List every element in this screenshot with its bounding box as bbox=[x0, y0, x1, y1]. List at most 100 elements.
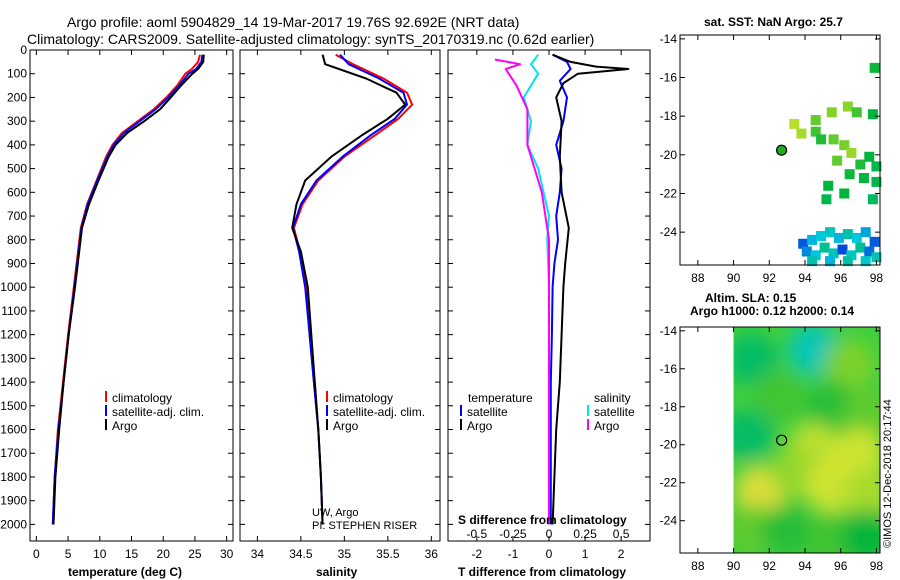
x-tick-label: 98 bbox=[870, 271, 884, 285]
y-tick-label: 1700 bbox=[0, 446, 27, 460]
y-tick-label: 500 bbox=[7, 162, 27, 176]
sst-cell bbox=[816, 134, 827, 145]
legend-swatch-satellite bbox=[326, 405, 328, 416]
sla-blob bbox=[761, 504, 814, 553]
sst-cell bbox=[851, 107, 862, 118]
y-tick-label: -18 bbox=[660, 400, 678, 414]
sla-map-panel: 88 90 92 94 96 98 -14 -16 -18 -20 -22 -24 bbox=[660, 324, 884, 573]
y-tick-label: -24 bbox=[660, 514, 678, 528]
sst-cell bbox=[810, 250, 821, 261]
legend-title-temperature: temperature bbox=[468, 391, 533, 405]
x-tick-label: 15 bbox=[125, 547, 139, 561]
legend-label-s-argo: Argo bbox=[594, 419, 620, 433]
salinity-line-argo bbox=[291, 54, 407, 525]
sst-map-panel: 88 90 92 94 96 98 -14 -16 -18 -20 -22 -24 bbox=[660, 32, 884, 285]
sst-cell bbox=[871, 252, 882, 263]
y-tick-label: -22 bbox=[660, 186, 678, 200]
sla-blob bbox=[841, 390, 880, 443]
sst-cell bbox=[860, 227, 871, 238]
sst-cell bbox=[823, 180, 834, 191]
y-tick-label: -20 bbox=[660, 148, 678, 162]
sst-cell bbox=[810, 115, 821, 126]
sla-blob bbox=[841, 509, 880, 553]
legend-swatch-argo bbox=[105, 419, 107, 430]
sst-cell bbox=[825, 256, 835, 267]
sst-cell bbox=[807, 256, 818, 267]
y-tick-label: -22 bbox=[660, 476, 678, 490]
legend-label-climatology: climatology bbox=[112, 391, 172, 405]
sst-cell bbox=[842, 101, 853, 112]
difference-line-t-satellite bbox=[549, 53, 572, 525]
sla-blob bbox=[841, 466, 880, 519]
x-tick-label: 20 bbox=[157, 547, 171, 561]
sst-cell bbox=[789, 118, 800, 129]
temperature-frame bbox=[29, 49, 234, 542]
header-line1: Argo profile: aoml 5904829_14 19-Mar-201… bbox=[67, 14, 519, 30]
x-tick-label: 5 bbox=[65, 547, 72, 561]
sst-cell bbox=[798, 238, 809, 249]
sst-cell bbox=[819, 242, 830, 253]
sst-cell bbox=[867, 109, 878, 120]
x2-tick-label: -0.25 bbox=[499, 527, 527, 541]
y-tick-label: 100 bbox=[7, 67, 27, 81]
sst_map-frame bbox=[679, 34, 881, 266]
x-tick-label: 36 bbox=[425, 547, 439, 561]
salinity-annotation-2: PI: STEPHEN RISER bbox=[312, 520, 417, 532]
sst-cell bbox=[871, 176, 882, 187]
profile-marker bbox=[776, 434, 788, 446]
legend-label-climatology: climatology bbox=[333, 391, 393, 405]
difference-line-s-argo bbox=[494, 58, 550, 525]
x-tick-label: 25 bbox=[188, 547, 202, 561]
x-tick-label: 98 bbox=[870, 559, 884, 573]
x2-tick-label: -0.5 bbox=[467, 527, 488, 541]
sst-cell bbox=[828, 248, 839, 259]
sla-blob bbox=[752, 371, 805, 424]
temperature-panel: 0100200300400500600700800900100011001200… bbox=[0, 43, 233, 561]
y-tick-label: 900 bbox=[7, 256, 27, 270]
y-tick-label: 1300 bbox=[0, 351, 27, 365]
x-tick-label: 90 bbox=[727, 271, 741, 285]
sst-cell bbox=[869, 236, 880, 247]
legend-swatch-t-argo bbox=[460, 419, 462, 430]
legend-swatch-t-satellite bbox=[460, 405, 462, 416]
sla-map-title: Altim. SLA: 0.15 bbox=[705, 291, 797, 305]
y-tick-label: 200 bbox=[7, 90, 27, 104]
legend-label-s-satellite: satellite bbox=[594, 405, 635, 419]
sst-cell bbox=[816, 231, 827, 242]
y-tick-label: 1800 bbox=[0, 470, 27, 484]
sst-map-title: sat. SST: NaN Argo: 25.7 bbox=[704, 15, 843, 29]
sst-cell bbox=[825, 227, 835, 238]
salinity-frame bbox=[239, 49, 441, 542]
sst-cell bbox=[837, 244, 848, 255]
y-tick-label: 1100 bbox=[1, 304, 27, 318]
difference-xlabel: T difference from climatology bbox=[458, 565, 626, 579]
sst-cell bbox=[844, 169, 855, 180]
difference-line-t-argo bbox=[551, 53, 630, 525]
x-tick-label: 88 bbox=[691, 271, 705, 285]
x-tick-label: -1 bbox=[508, 547, 519, 561]
sst-cell bbox=[851, 232, 862, 243]
sst-cell bbox=[860, 256, 871, 267]
sst-cell bbox=[867, 194, 878, 205]
legend-swatch-climatology bbox=[326, 391, 328, 402]
x-tick-label: 0 bbox=[33, 547, 40, 561]
x-tick-label: 96 bbox=[834, 271, 848, 285]
credit-text: ©IMOS 12-Dec-2018 20:17:44 bbox=[882, 399, 894, 548]
legend-swatch-s-argo bbox=[587, 419, 589, 430]
y-tick-label: 1000 bbox=[0, 280, 27, 294]
sst-cell bbox=[842, 229, 853, 240]
y-tick-label: 1400 bbox=[0, 375, 27, 389]
y-tick-label: -16 bbox=[660, 71, 678, 85]
difference-xlabel2: S difference from climatology bbox=[458, 513, 627, 527]
sst-cell bbox=[858, 173, 869, 184]
sla_map-frame bbox=[679, 326, 881, 554]
sst-cell bbox=[833, 232, 844, 243]
x-tick-label: 35.5 bbox=[376, 547, 400, 561]
x-tick-label: 90 bbox=[727, 559, 741, 573]
sla-map-subtitle: Argo h1000: 0.12 h2000: 0.14 bbox=[690, 304, 854, 318]
sst-cell bbox=[869, 62, 880, 73]
x2-tick-label: 0 bbox=[546, 527, 553, 541]
salinity-legend: climatology satellite-adj. clim. Argo UW… bbox=[312, 391, 425, 532]
sst-cell bbox=[807, 234, 818, 245]
